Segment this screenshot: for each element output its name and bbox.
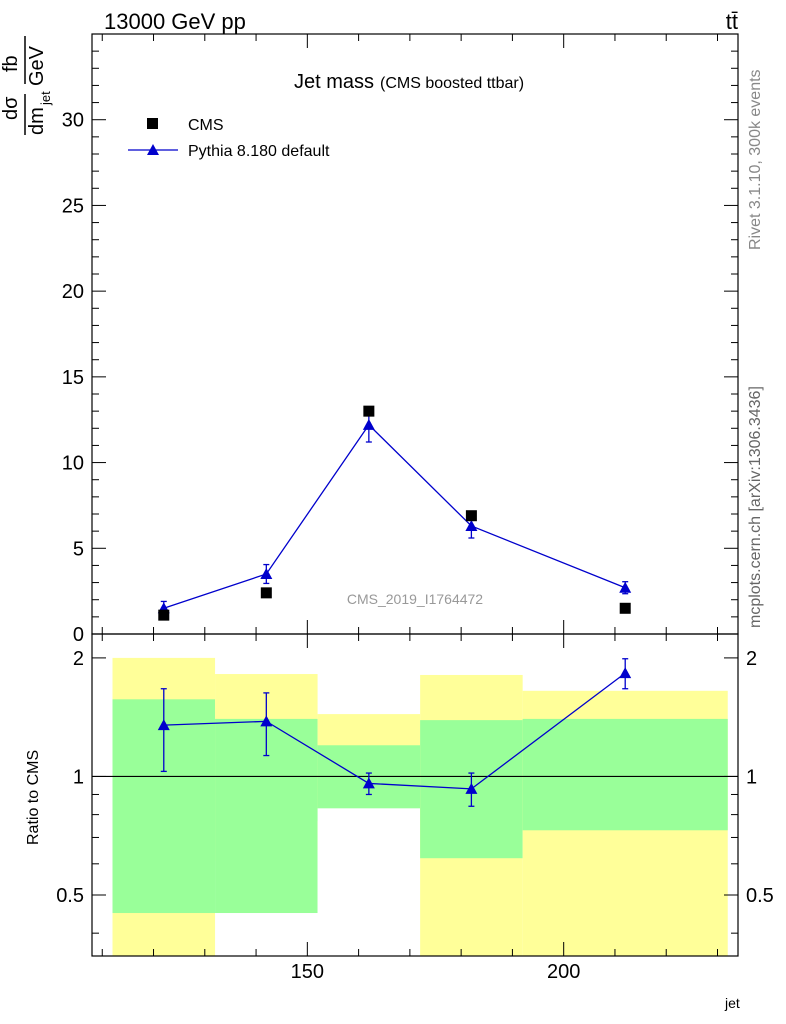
legend-cms-label: CMS: [188, 117, 224, 134]
pythia-point: [362, 418, 375, 430]
rivet-label: Rivet 3.1.10, 300k events: [747, 69, 764, 250]
main-ytick-label: 0: [73, 624, 84, 646]
legend-pythia-label: Pythia 8.180 default: [188, 143, 330, 160]
cms-point: [363, 405, 375, 417]
xtick-label: 150: [291, 961, 324, 983]
main-ytick-label: 30: [62, 110, 84, 132]
main-ytick-label: 20: [62, 281, 84, 303]
ratio-band-gap: [317, 808, 421, 956]
ratio-series: [157, 658, 632, 807]
cms-point: [465, 510, 477, 522]
site-label: mcplots.cern.ch [arXiv:1306.3436]: [747, 386, 764, 628]
xaxis-label: m: [704, 0, 722, 5]
main-ytick-label: 25: [62, 195, 84, 217]
plot-subtitle: (CMS boosted ttbar): [380, 75, 524, 92]
ratio-axis-ticks: 0.5 0.5 1 1 2 2 150 200: [56, 634, 774, 983]
ylabel-den-right: GeV: [26, 45, 48, 86]
pythia-point: [260, 568, 273, 579]
xtick-label: 200: [547, 961, 580, 983]
watermark: CMS_2019_I1764472: [347, 591, 483, 607]
ratio-pythia-point: [362, 777, 375, 789]
cms-point: [158, 609, 170, 621]
ylabel-num-left: dσ: [0, 96, 22, 120]
ratio-band-inner: [522, 718, 728, 831]
main-ylabel: dσ fb dm jet GeV: [0, 36, 53, 135]
legend-pythia-marker: [147, 144, 159, 155]
main-axis-ticks: 0 5 10 15 20 25 30: [62, 34, 738, 646]
main-ytick-label: 5: [73, 538, 84, 560]
cms-point: [260, 587, 272, 599]
ratio-ytick-label-right: 1: [746, 766, 757, 788]
pythia-line: [163, 423, 626, 609]
legend-cms-marker: [147, 118, 158, 129]
energy-label: 13000 GeV pp: [104, 9, 246, 34]
xaxis-label-sub: jet: [724, 995, 740, 1011]
ratio-pythia-point: [260, 715, 273, 727]
pythia-point: [619, 581, 632, 593]
ratio-ylabel: Ratio to CMS: [25, 750, 42, 845]
ratio-ytick-label-right: 0.5: [746, 885, 774, 907]
legend: CMS Pythia 8.180 default: [128, 117, 330, 160]
main-ytick-label: 15: [62, 367, 84, 389]
pythia-point: [465, 520, 478, 531]
main-ytick-label: 10: [62, 453, 84, 475]
ratio-bands: [112, 657, 728, 956]
ylabel-den-sub: jet: [38, 91, 53, 106]
ratio-pythia-point: [157, 719, 170, 731]
ratio-ytick-label-left: 0.5: [56, 885, 84, 907]
ratio-pythia-point: [465, 782, 478, 794]
plot-title: Jet mass: [294, 71, 374, 93]
ratio-pythia-point: [619, 667, 632, 679]
ratio-ytick-label-right: 2: [746, 648, 757, 670]
ylabel-num-right: fb: [0, 55, 22, 72]
ylabel-den-left: dm: [26, 107, 48, 135]
ratio-ytick-label-left: 1: [73, 766, 84, 788]
process-label: tt̄: [726, 9, 738, 34]
ratio-ytick-label-left: 2: [73, 648, 84, 670]
ratio-plot: 0.5 0.5 1 1 2 2 150 200 Ratio to CMS: [25, 633, 774, 983]
main-series: [157, 405, 632, 621]
ratio-frame: [91, 633, 739, 957]
cms-point: [619, 602, 631, 614]
